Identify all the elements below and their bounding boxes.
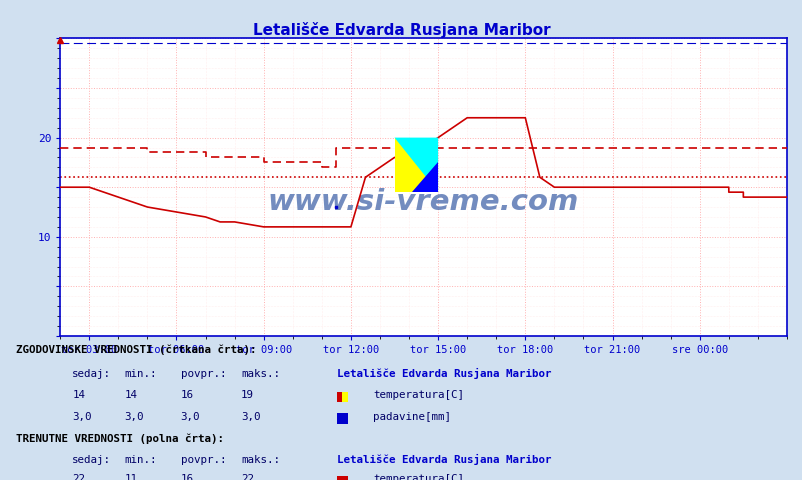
Text: temperatura[C]: temperatura[C] (373, 390, 464, 400)
Text: 3,0: 3,0 (72, 412, 91, 422)
Text: 14: 14 (124, 390, 137, 400)
Text: Letališče Edvarda Rusjana Maribor: Letališče Edvarda Rusjana Maribor (337, 454, 551, 465)
Text: TRENUTNE VREDNOSTI (polna črta):: TRENUTNE VREDNOSTI (polna črta): (16, 433, 224, 444)
Text: 19: 19 (241, 390, 253, 400)
Text: maks.:: maks.: (241, 455, 280, 465)
Bar (342, 392, 347, 402)
Text: min.:: min.: (124, 455, 156, 465)
Text: padavine[mm]: padavine[mm] (373, 412, 451, 422)
Text: sedaj:: sedaj: (72, 369, 111, 379)
Text: maks.:: maks.: (241, 369, 280, 379)
Text: 22: 22 (241, 474, 253, 480)
Text: 14: 14 (72, 390, 85, 400)
Text: ZGODOVINSKE VREDNOSTI (črtkana črta):: ZGODOVINSKE VREDNOSTI (črtkana črta): (16, 344, 257, 355)
Text: povpr.:: povpr.: (180, 455, 226, 465)
Polygon shape (411, 162, 438, 192)
Text: 11: 11 (124, 474, 137, 480)
Text: Letališče Edvarda Rusjana Maribor: Letališče Edvarda Rusjana Maribor (337, 368, 551, 379)
Text: www.si-vreme.com: www.si-vreme.com (268, 188, 578, 216)
Text: temperatura[C]: temperatura[C] (373, 474, 464, 480)
Text: 3,0: 3,0 (124, 412, 144, 422)
Text: Letališče Edvarda Rusjana Maribor: Letališče Edvarda Rusjana Maribor (253, 22, 549, 37)
Text: 16: 16 (180, 390, 193, 400)
Text: min.:: min.: (124, 369, 156, 379)
Text: sedaj:: sedaj: (72, 455, 111, 465)
Text: 16: 16 (180, 474, 193, 480)
Text: 3,0: 3,0 (180, 412, 200, 422)
Text: povpr.:: povpr.: (180, 369, 226, 379)
Polygon shape (394, 138, 438, 192)
Text: 3,0: 3,0 (241, 412, 260, 422)
Text: 22: 22 (72, 474, 85, 480)
Bar (394, 138, 438, 192)
